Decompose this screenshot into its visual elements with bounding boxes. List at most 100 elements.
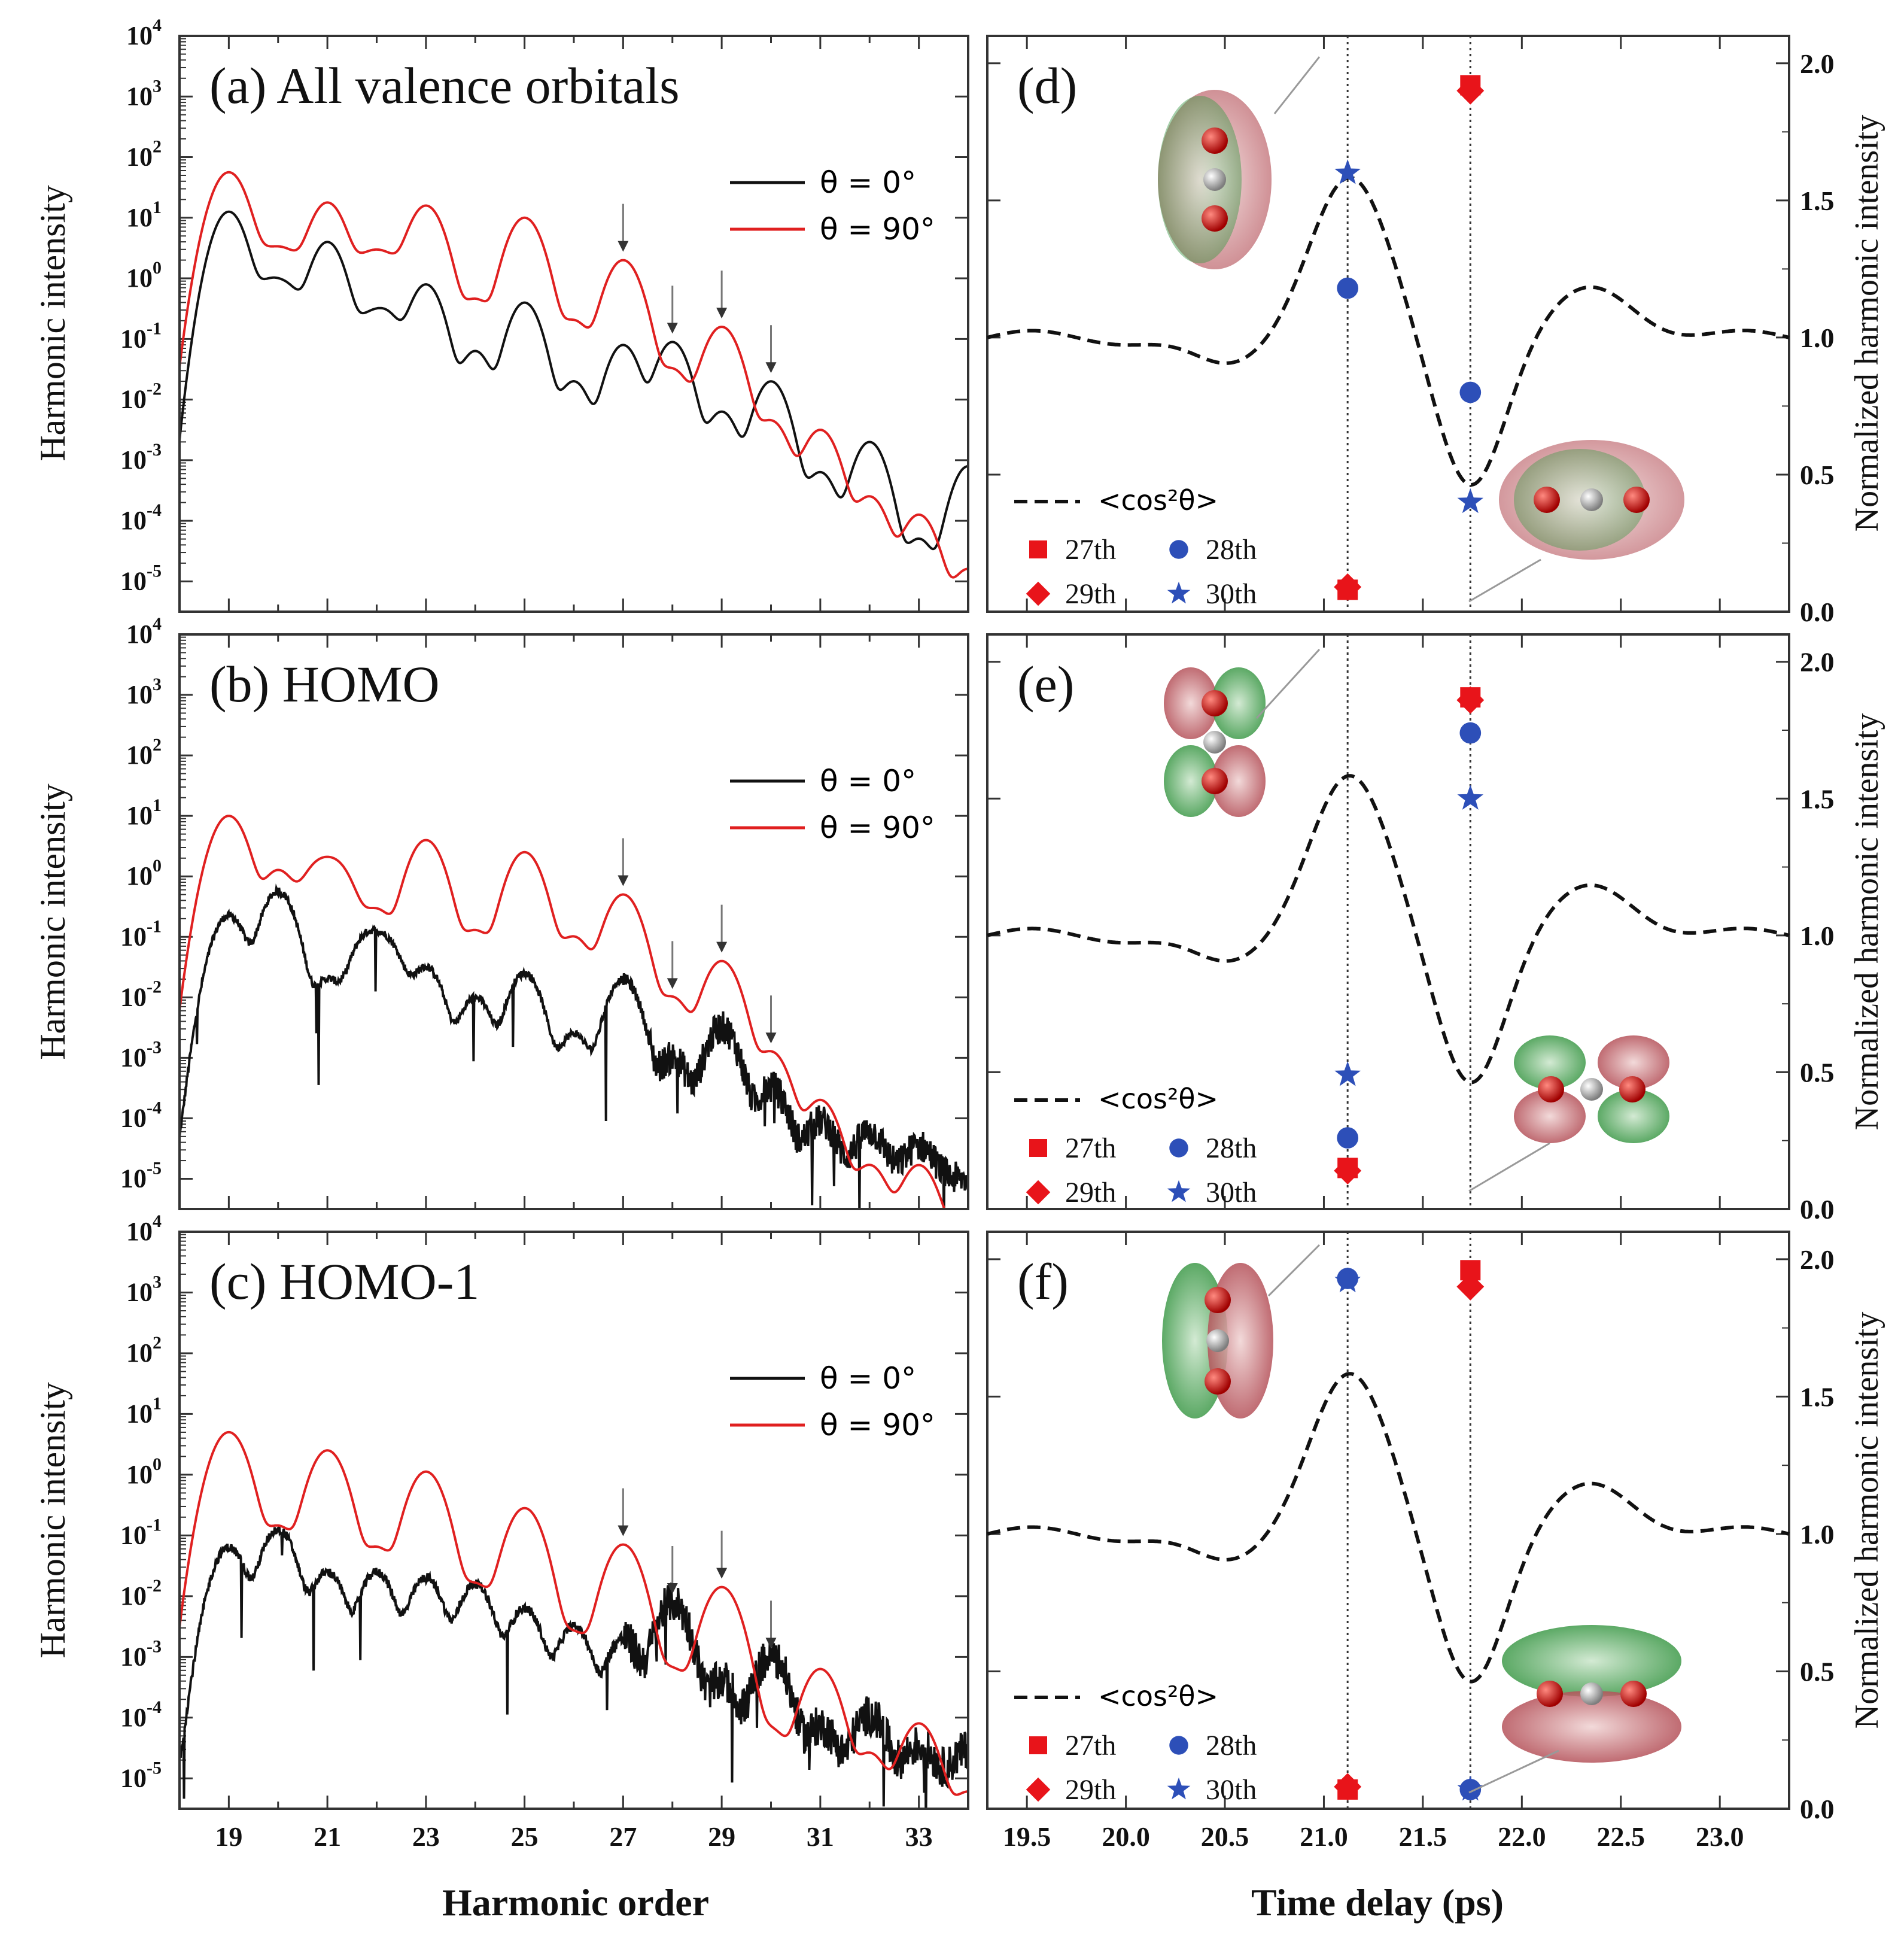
y-tick-label: 1.5 xyxy=(1800,1381,1835,1412)
y-tick-exponent: -3 xyxy=(147,440,162,460)
legend-label-curve: <cos²θ> xyxy=(1098,1083,1218,1115)
orbital-pointer-f-top xyxy=(1267,1244,1321,1297)
plot-frame-b xyxy=(178,633,969,1210)
y-tick-label: 10-5 xyxy=(120,1158,162,1193)
plot-frame-a xyxy=(178,35,969,613)
legend-label-theta0: θ = 0° xyxy=(820,1361,916,1396)
y-tick-exponent: 1 xyxy=(153,198,162,217)
y-tick-label: 10-1 xyxy=(120,916,162,951)
series-line-theta0 xyxy=(181,883,967,1208)
x-tick-label: 20.0 xyxy=(1102,1821,1150,1852)
orbital-illustration-d-top xyxy=(1158,90,1272,269)
x-tick-label: 19 xyxy=(215,1821,242,1852)
y-tick-label: 10-5 xyxy=(120,1758,162,1793)
orbital-illustration-d-bottom xyxy=(1499,440,1684,560)
x-tick-label: 23 xyxy=(412,1821,440,1852)
marker-28th xyxy=(1459,381,1482,403)
marker-29th xyxy=(1334,1773,1362,1801)
cos2theta-curve xyxy=(987,774,1790,1085)
y-tick-exponent: -2 xyxy=(147,1576,162,1596)
legend-label-27th: 27th xyxy=(1065,1132,1116,1164)
panel-title-b: (b) HOMO xyxy=(209,655,440,713)
plot-frame-f xyxy=(986,1231,1790,1810)
marker-29th xyxy=(1456,1272,1485,1301)
y-tick-label: 102 xyxy=(126,735,162,770)
marker-30th xyxy=(1334,1267,1361,1293)
panel-e: 0.0 0.5 1.0 1.5 2.0 (e) <cos²θ> 27th 28th 29th 30t… xyxy=(986,633,1835,1225)
annotation-arrowhead xyxy=(618,1525,629,1536)
marker-28th xyxy=(1169,1138,1188,1158)
y-tick-exponent: 3 xyxy=(153,675,162,694)
y-tick-exponent: -5 xyxy=(147,1758,162,1778)
left-y-axis-label-c: Harmonic intensity xyxy=(33,1382,72,1659)
y-tick-label: 104 xyxy=(126,1211,162,1246)
y-tick-exponent: -4 xyxy=(147,500,162,520)
orbital-pointer-d-top xyxy=(1273,56,1321,114)
y-tick-exponent: 2 xyxy=(153,137,162,157)
y-tick-exponent: -3 xyxy=(147,1636,162,1656)
y-tick-label: 10-2 xyxy=(120,1576,162,1611)
marker-27th xyxy=(1029,540,1047,558)
marker-27th xyxy=(1029,1736,1047,1754)
y-tick-label: 2.0 xyxy=(1800,48,1835,79)
y-tick-label: 104 xyxy=(126,614,162,649)
panel-title-a: (a) All valence orbitals xyxy=(209,57,680,114)
y-tick-label: 10-3 xyxy=(120,440,162,475)
cos2theta-curve xyxy=(987,1372,1790,1684)
annotation-arrowhead xyxy=(716,941,728,953)
panel-f: 0.0 0.5 1.0 1.5 2.0 19.5 20.0 20.5 21.0 21.5 22.0 2… xyxy=(986,1231,1835,1852)
y-tick-label: 103 xyxy=(126,675,162,709)
y-tick-label: 0.5 xyxy=(1800,1057,1835,1088)
legend-label-30th: 30th xyxy=(1206,578,1257,610)
y-tick-exponent: 2 xyxy=(153,735,162,755)
y-tick-label: 100 xyxy=(126,1454,162,1489)
y-tick-label: 101 xyxy=(126,198,162,232)
marker-29th xyxy=(1026,1180,1051,1205)
y-tick-label: 2.0 xyxy=(1800,647,1835,678)
y-tick-label: 103 xyxy=(126,76,162,111)
panel-title-f: (f) xyxy=(1017,1253,1069,1310)
y-tick-exponent: -5 xyxy=(147,561,162,581)
x-tick-label: 33 xyxy=(905,1821,933,1852)
y-tick-label: 10-1 xyxy=(120,1515,162,1550)
y-tick-exponent: -1 xyxy=(147,1515,162,1535)
annotation-arrowhead xyxy=(765,1032,777,1044)
y-tick-label: 100 xyxy=(126,856,162,891)
plot-frame-e xyxy=(986,633,1790,1210)
legend-label-curve: <cos²θ> xyxy=(1098,484,1218,517)
y-tick-label: 101 xyxy=(126,1393,162,1428)
y-tick-label: 10-2 xyxy=(120,977,162,1012)
legend-label-29th: 29th xyxy=(1065,1774,1116,1806)
annotation-arrowhead xyxy=(618,875,629,886)
marker-29th xyxy=(1334,1157,1362,1184)
legend-label-27th: 27th xyxy=(1065,534,1116,566)
y-tick-label: 10-4 xyxy=(120,1697,162,1732)
right-y-axis-label-e: Normalized harmonic intensity xyxy=(1848,713,1885,1131)
y-tick-label: 0.0 xyxy=(1800,1194,1835,1225)
marker-30th xyxy=(1457,488,1484,514)
x-tick-label: 21 xyxy=(314,1821,341,1852)
y-tick-label: 1.0 xyxy=(1800,323,1835,353)
y-tick-label: 0.0 xyxy=(1800,597,1835,627)
x-tick-label: 23.0 xyxy=(1696,1821,1744,1852)
panel-title-e: (e) xyxy=(1017,655,1074,713)
marker-30th xyxy=(1457,785,1484,810)
y-tick-exponent: 4 xyxy=(153,614,162,634)
right-y-axis-label-f: Normalized harmonic intensity xyxy=(1848,1312,1885,1729)
y-tick-exponent: -2 xyxy=(147,977,162,997)
legend-label-theta0: θ = 0° xyxy=(820,165,916,200)
marker-28th xyxy=(1459,722,1482,744)
y-tick-label: 1.0 xyxy=(1800,921,1835,951)
marker-28th xyxy=(1337,1127,1359,1149)
x-tick-label: 20.5 xyxy=(1201,1821,1249,1852)
orbital-pointer-f-bottom xyxy=(1468,1749,1559,1794)
y-tick-label: 10-4 xyxy=(120,500,162,535)
annotation-arrowhead xyxy=(667,323,678,334)
marker-29th xyxy=(1456,686,1485,714)
orbital-pointer-e-top xyxy=(1255,648,1321,719)
x-tick-label: 19.5 xyxy=(1003,1821,1051,1852)
y-tick-exponent: -2 xyxy=(147,379,162,399)
y-tick-label: 0.0 xyxy=(1800,1794,1835,1824)
right-x-axis-label: Time delay (ps) xyxy=(1251,1881,1504,1924)
